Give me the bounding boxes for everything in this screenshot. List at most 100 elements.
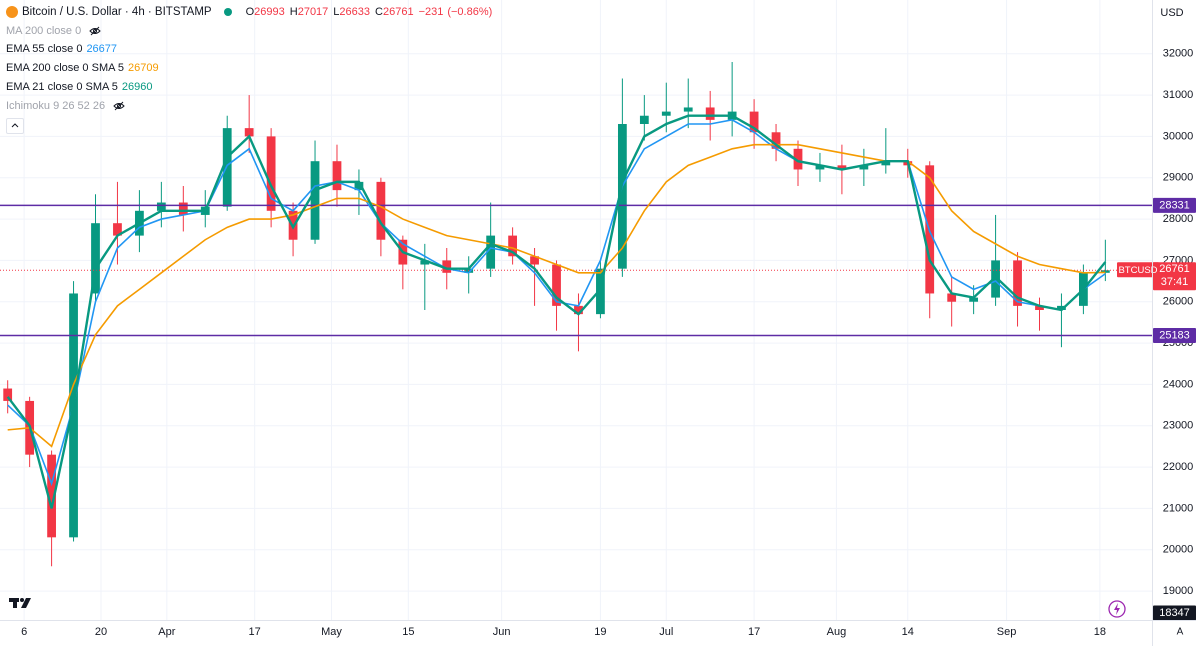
y-tick-label: 28000 — [1163, 213, 1194, 225]
y-tick-label: 19000 — [1163, 585, 1194, 597]
tv-logo — [9, 598, 31, 608]
indicator-line — [6, 114, 1107, 509]
legend-item: EMA 200 close 0 SMA 5 26709 — [6, 59, 492, 78]
candle-body — [947, 293, 957, 302]
candle-body — [442, 260, 452, 273]
collapse-button[interactable] — [6, 118, 24, 135]
legend-name: Ichimoku 9 26 52 26 — [6, 99, 106, 112]
candle-body — [683, 107, 693, 112]
x-tick-label: 15 — [402, 626, 414, 638]
legend-header: Bitcoin / U.S. Dollar · 4h · BITSTAMP O26… — [6, 3, 492, 22]
candle-body — [244, 128, 254, 137]
candle-body — [552, 264, 561, 306]
x-tick-label: 17 — [249, 626, 261, 638]
ohlc-label: O — [245, 6, 255, 18]
price-label-bg — [1153, 605, 1196, 621]
legend-name: MA 200 close 0 — [6, 24, 82, 37]
y-tick-label: 26000 — [1163, 296, 1194, 308]
ohlc-item: O26993 — [246, 3, 285, 22]
price-label: 25183 — [1159, 329, 1190, 341]
x-tick-label: Jul — [659, 626, 673, 638]
candle-body — [332, 161, 342, 191]
ohlc-item: L26633 — [333, 3, 370, 22]
change: −231 — [418, 6, 444, 18]
x-tick-label: Apr — [158, 626, 175, 638]
symbol-label-bg — [1117, 262, 1159, 278]
x-tick-label: 19 — [594, 626, 606, 638]
candle-body — [156, 202, 166, 211]
x-tick-label: Sep — [997, 626, 1017, 638]
y-tick-label: 31000 — [1163, 89, 1194, 101]
symbol-icon — [6, 6, 18, 19]
x-tick-label: 17 — [748, 626, 760, 638]
candle-body — [837, 165, 847, 170]
legend-name: EMA 55 close 0 — [6, 43, 83, 56]
auto-scale-button[interactable]: A — [1177, 627, 1184, 638]
legend-item: EMA 55 close 0 26677 — [6, 40, 492, 59]
ohlc-label: C — [375, 6, 383, 18]
symbol-title: Bitcoin / U.S. Dollar · 4h · BITSTAMP — [22, 6, 212, 18]
ohlc-label: L — [333, 6, 340, 18]
currency[interactable]: USD — [1160, 7, 1183, 19]
candle-body — [1013, 260, 1022, 306]
visibility-toggle[interactable] — [113, 100, 125, 112]
candle-body — [376, 181, 386, 240]
candle-body — [508, 235, 518, 257]
indicator-line — [7, 143, 1106, 448]
y-tick-label: 20000 — [1163, 544, 1194, 556]
visibility-toggle[interactable] — [89, 25, 101, 37]
candle-body — [1057, 305, 1066, 310]
x-tick-label: 6 — [21, 626, 27, 638]
candle-body — [486, 235, 496, 269]
candle-body — [771, 132, 781, 149]
candle-body — [793, 148, 803, 170]
legend-value: 26709 — [128, 62, 159, 75]
candle-body — [661, 111, 671, 116]
price-label: 26761 — [1159, 263, 1190, 275]
ohlc-label: H — [289, 6, 298, 18]
ohlc-value: 26761 — [382, 6, 414, 18]
legend: Bitcoin / U.S. Dollar · 4h · BITSTAMP O26… — [6, 3, 492, 135]
candle-body — [310, 161, 320, 240]
candle-body — [574, 305, 583, 315]
candle-body — [639, 115, 649, 124]
candle-body — [617, 124, 627, 269]
ohlc-item: C26761 — [375, 3, 414, 22]
candle-body — [991, 260, 1000, 298]
price-label: 28331 — [1159, 199, 1190, 211]
legend-item: MA 200 close 0 — [6, 22, 492, 41]
candle-body — [596, 268, 605, 315]
indicator-line — [7, 119, 1106, 487]
price-label-bg — [1153, 197, 1196, 213]
countdown: 37:41 — [1161, 276, 1189, 288]
candle-body — [1100, 270, 1110, 273]
y-tick-label: 24000 — [1163, 378, 1194, 390]
ohlc-value: 26633 — [339, 6, 371, 18]
candle-body — [113, 223, 122, 236]
candle-body — [266, 136, 276, 211]
candle-body — [3, 388, 13, 401]
candle-body — [178, 202, 188, 215]
candle-body — [354, 181, 364, 191]
ohlc-value: 27017 — [297, 6, 329, 18]
x-tick-label: May — [321, 626, 342, 638]
legend-value: 26677 — [86, 43, 118, 56]
candle-body — [969, 297, 979, 302]
alert-icon[interactable] — [1108, 600, 1126, 618]
y-tick-label: 29000 — [1163, 172, 1194, 184]
legend-value: 26960 — [121, 80, 153, 93]
x-tick-label: Aug — [827, 626, 847, 638]
x-tick-label: 20 — [95, 626, 107, 638]
price-label: 18347 — [1159, 607, 1190, 619]
candle-body — [530, 256, 539, 265]
x-tick-label: Jun — [493, 626, 511, 638]
candle-body — [749, 111, 759, 133]
price-label-bg — [1153, 262, 1196, 291]
change-percent: (−0.86%) — [447, 6, 493, 18]
candle-body — [47, 454, 56, 538]
candle-body — [222, 128, 232, 207]
y-tick-label: 32000 — [1163, 48, 1194, 60]
market-status — [223, 8, 232, 17]
